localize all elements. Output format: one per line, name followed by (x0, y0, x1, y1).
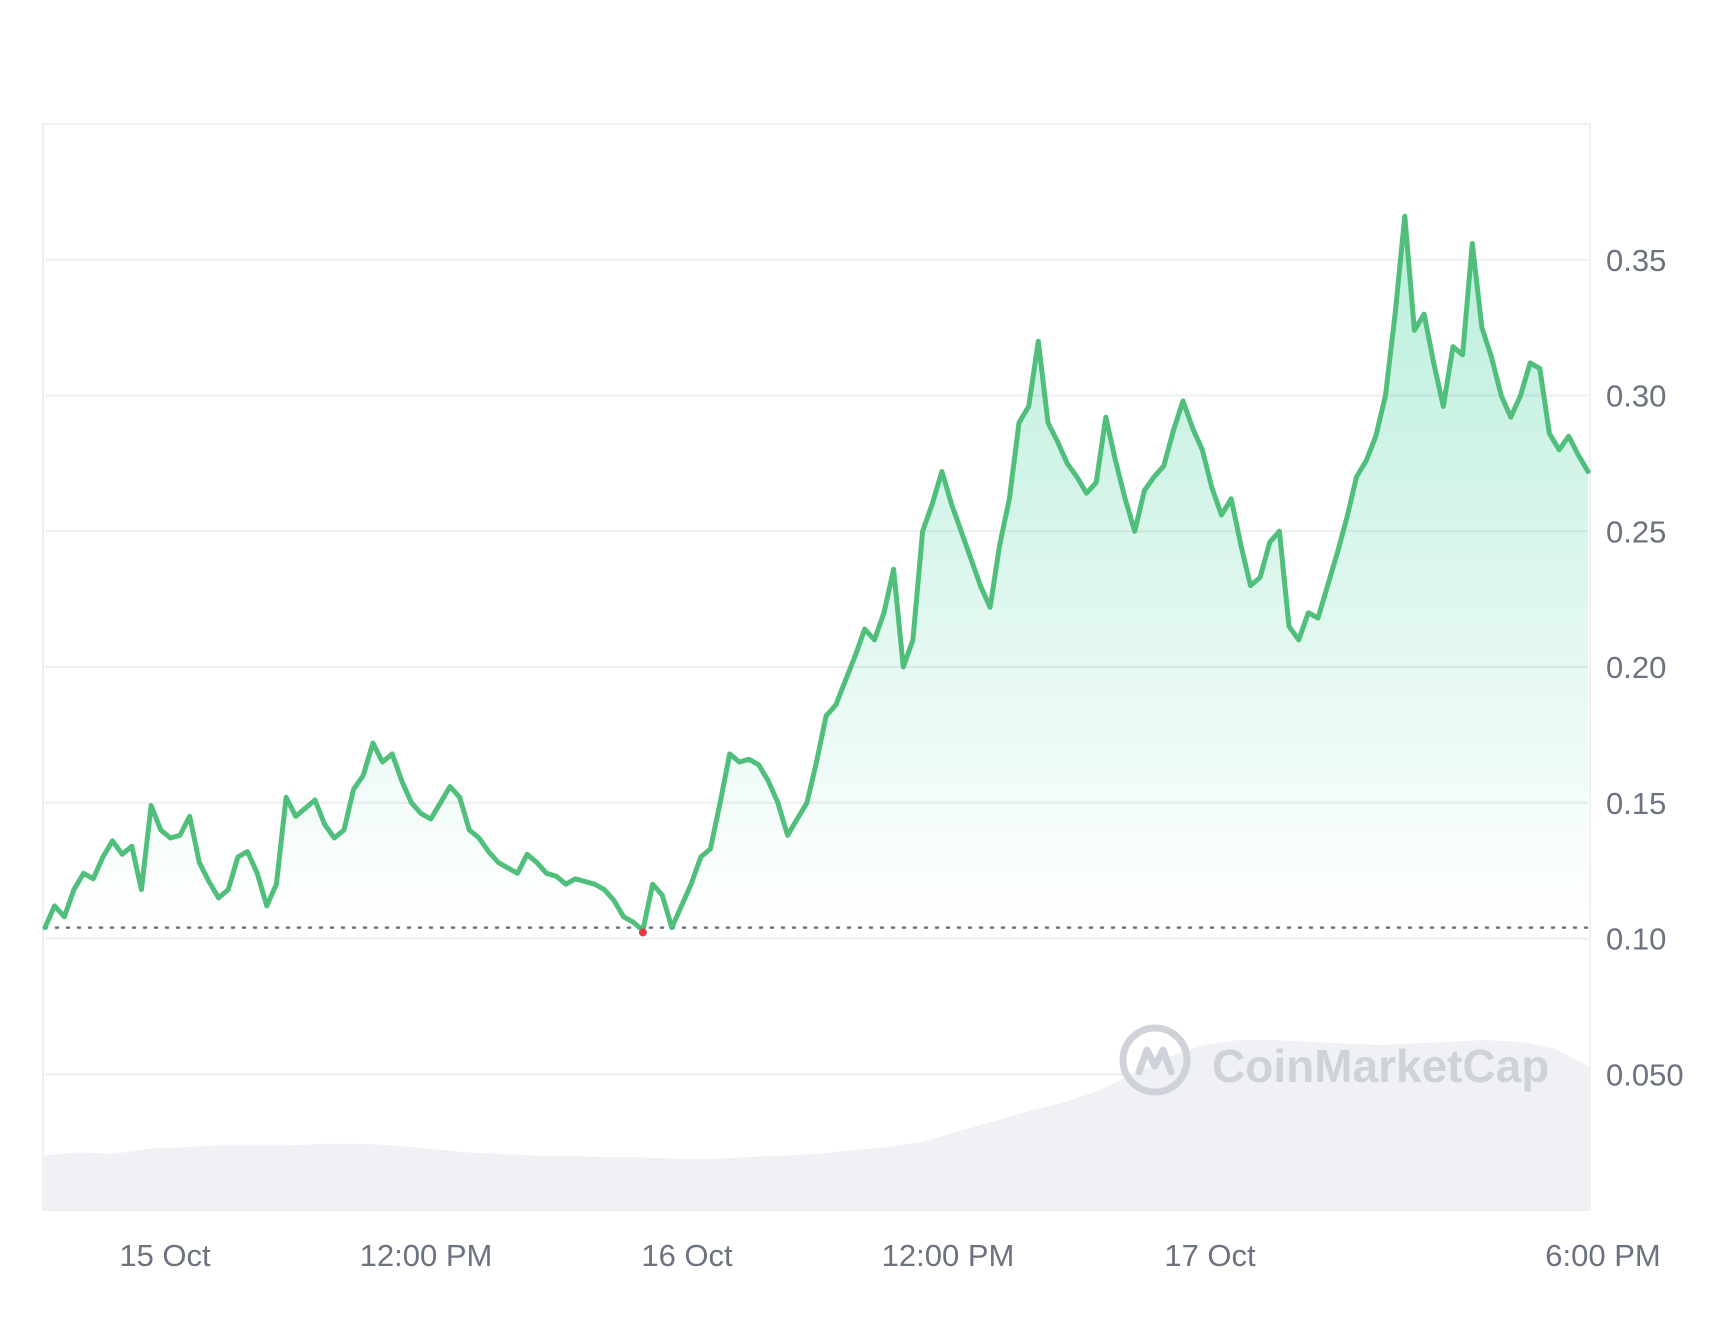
below-baseline-segments (638, 928, 647, 937)
x-tick-label: 6:00 PM (1545, 1238, 1660, 1273)
y-tick-label: 0.30 (1606, 379, 1666, 414)
y-tick-label: 0.20 (1606, 650, 1666, 685)
coinmarketcap-logo-icon (1119, 1024, 1191, 1096)
y-tick-label: 0.10 (1606, 922, 1666, 957)
x-tick-label: 12:00 PM (360, 1238, 493, 1273)
watermark-text: CoinMarketCap (1212, 1040, 1549, 1092)
y-tick-label: 0.15 (1606, 786, 1666, 821)
y-tick-label: 0.35 (1606, 243, 1666, 278)
y-tick-label: 0.25 (1606, 514, 1666, 549)
price-line (42, 213, 1591, 933)
y-axis-ticks: 0.050 0.10 0.15 0.20 0.25 0.30 0.35 (1606, 243, 1684, 1093)
x-tick-label: 12:00 PM (882, 1238, 1015, 1273)
below-baseline-point (638, 928, 647, 937)
volume-area (43, 1040, 1590, 1210)
x-tick-label: 16 Oct (641, 1238, 733, 1273)
x-axis-ticks: 15 Oct 12:00 PM 16 Oct 12:00 PM 17 Oct 6:00 P… (119, 1238, 1660, 1273)
y-tick-label: 0.050 (1606, 1057, 1684, 1092)
watermark: CoinMarketCap (1119, 1024, 1549, 1096)
price-area-fill (45, 216, 1588, 931)
x-tick-label: 17 Oct (1164, 1238, 1256, 1273)
x-tick-label: 15 Oct (119, 1238, 211, 1273)
